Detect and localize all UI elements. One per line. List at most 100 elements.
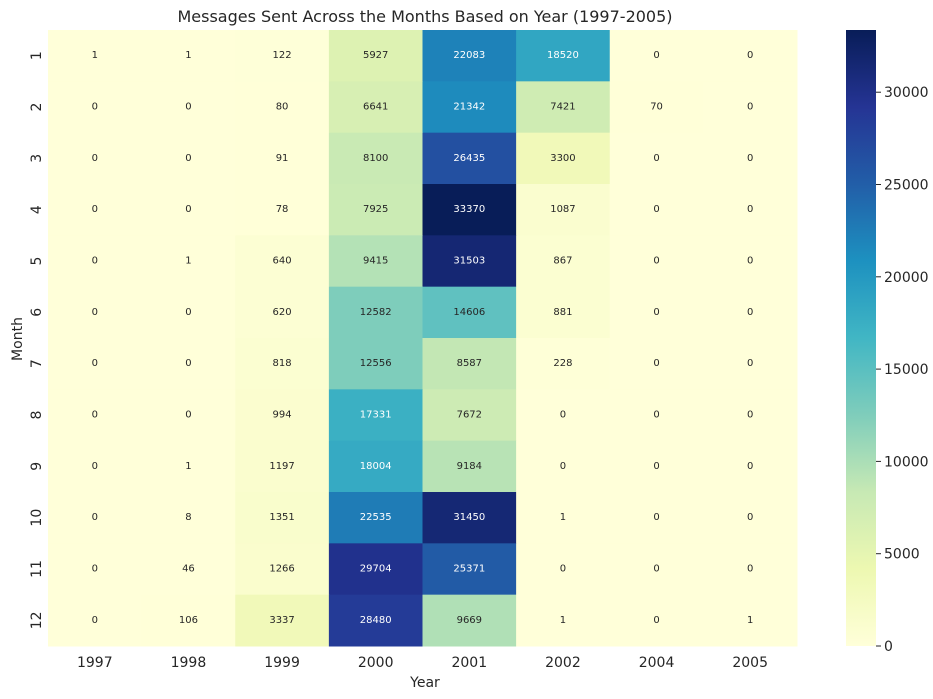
cell-value-label: 17331 [360, 410, 392, 421]
cell-value-label: 818 [273, 358, 292, 369]
cell-value-label: 91 [276, 153, 289, 164]
heatmap-cell [703, 30, 798, 82]
heatmap-cell [516, 492, 611, 544]
cell-value-label: 0 [747, 358, 753, 369]
heatmap-cell [609, 235, 704, 288]
heatmap-cell [422, 492, 517, 544]
heatmap-cell [141, 492, 236, 544]
heatmap-cell [609, 440, 704, 493]
heatmap-cells: 1 1 122 5927 22083 18520 0 00 0 80 6641 21342 7421 70… [48, 30, 798, 647]
cell-value-label: 0 [653, 50, 659, 61]
x-tick-label: 1997 [77, 655, 113, 671]
cell-value-label: 0 [92, 615, 98, 626]
cell-value-label: 620 [273, 307, 292, 318]
cell-value-label: 0 [560, 564, 566, 575]
colorbar-tick-label: 5000 [884, 547, 920, 563]
cell-value-label: 0 [92, 153, 98, 164]
heatmap-cell [609, 30, 704, 82]
cell-value-label: 1197 [269, 461, 294, 472]
y-tick-label: 5 [29, 257, 45, 266]
heatmap-cell [328, 492, 423, 544]
heatmap-cell [48, 440, 143, 493]
heatmap-cell [516, 184, 611, 236]
heatmap-cell [609, 543, 704, 596]
cell-value-label: 8100 [363, 153, 388, 164]
heatmap-cell [516, 132, 611, 185]
cell-value-label: 0 [92, 102, 98, 113]
cell-value-label: 0 [92, 204, 98, 215]
heatmap-cell [703, 492, 798, 544]
heatmap-cell [141, 81, 236, 134]
heatmap-cell [516, 30, 611, 82]
cell-value-label: 0 [92, 512, 98, 523]
cell-value-label: 6641 [363, 102, 388, 113]
heatmap-cell [141, 594, 236, 647]
heatmap-cell [516, 543, 611, 596]
heatmap-cell [609, 286, 704, 339]
y-tick-label: 6 [29, 308, 45, 317]
cell-value-label: 0 [185, 204, 191, 215]
heatmap-cell [48, 30, 143, 82]
heatmap-cell [48, 543, 143, 596]
y-tick-label: 2 [29, 103, 45, 112]
cell-value-label: 994 [273, 410, 292, 421]
cell-value-label: 0 [560, 461, 566, 472]
cell-value-label: 0 [653, 358, 659, 369]
heatmap-cell [422, 594, 517, 647]
cell-value-label: 0 [653, 615, 659, 626]
heatmap-cell [328, 440, 423, 493]
heatmap-cell [48, 184, 143, 236]
heatmap-cell [703, 338, 798, 390]
heatmap-cell [141, 389, 236, 442]
cell-value-label: 1 [185, 50, 191, 61]
colorbar-tick-label: 30000 [884, 85, 929, 101]
heatmap-cell [235, 30, 330, 82]
cell-value-label: 0 [653, 256, 659, 267]
colorbar-tick-label: 15000 [884, 362, 929, 378]
cell-value-label: 881 [553, 307, 572, 318]
heatmap-cell [235, 81, 330, 134]
cell-value-label: 8587 [457, 358, 482, 369]
heatmap-cell [422, 235, 517, 288]
heatmap-cell [328, 543, 423, 596]
x-tick-label: 2005 [732, 655, 768, 671]
colorbar-tick-label: 10000 [884, 454, 929, 470]
heatmap-cell [516, 235, 611, 288]
cell-value-label: 21342 [453, 102, 485, 113]
x-tick-label: 2001 [451, 655, 487, 671]
heatmap-cell [328, 184, 423, 236]
heatmap-cell [422, 389, 517, 442]
x-tick-label: 2002 [545, 655, 581, 671]
cell-value-label: 0 [653, 153, 659, 164]
cell-value-label: 0 [185, 307, 191, 318]
heatmap-cell [328, 235, 423, 288]
y-tick-label: 4 [29, 205, 45, 214]
colorbar-ticks: 0 5000 10000 15000 20000 25000 30000 [876, 85, 929, 655]
heatmap-cell [703, 81, 798, 134]
heatmap-cell [235, 440, 330, 493]
heatmap-cell [141, 30, 236, 82]
heatmap-cell [703, 235, 798, 288]
cell-value-label: 25371 [453, 564, 485, 575]
cell-value-label: 0 [747, 102, 753, 113]
heatmap-cell [141, 338, 236, 390]
heatmap-cell [422, 184, 517, 236]
cell-value-label: 7672 [457, 410, 482, 421]
cell-value-label: 0 [185, 102, 191, 113]
cell-value-label: 80 [276, 102, 289, 113]
cell-value-label: 0 [653, 307, 659, 318]
y-tick-label: 8 [29, 411, 45, 420]
heatmap-cell [422, 286, 517, 339]
heatmap-cell [48, 492, 143, 544]
heatmap-cell [328, 594, 423, 647]
heatmap-cell [141, 286, 236, 339]
heatmap-cell [235, 389, 330, 442]
cell-value-label: 9415 [363, 256, 388, 267]
heatmap-cell [703, 286, 798, 339]
heatmap-cell [703, 389, 798, 442]
cell-value-label: 0 [747, 410, 753, 421]
cell-value-label: 7421 [550, 102, 575, 113]
heatmap-cell [422, 132, 517, 185]
heatmap-cell [235, 184, 330, 236]
cell-value-label: 1 [560, 615, 566, 626]
